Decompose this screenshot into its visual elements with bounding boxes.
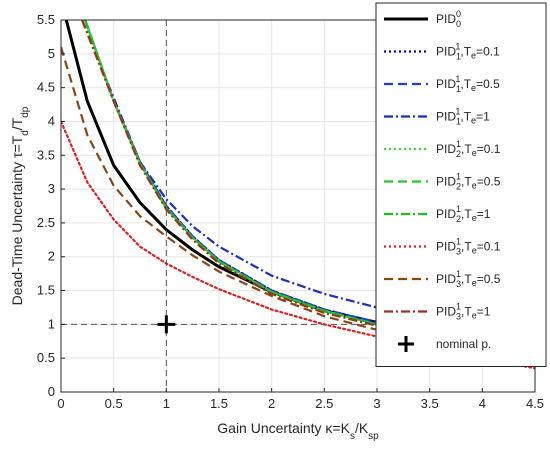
y-tick-label: 4: [48, 113, 55, 128]
y-tick-label: 3.5: [37, 147, 55, 162]
x-axis-label: Gain Uncertainty κ=Ks/Ksp: [217, 420, 379, 442]
x-tick-label: 0: [57, 396, 64, 411]
y-axis-label: Dead-Time Uncertainty τ=Td/Tdp: [9, 106, 31, 305]
legend-entry-7: PID31,Te=0.1: [436, 237, 501, 257]
x-tick-label: 4.5: [526, 396, 544, 411]
y-tick-label: 2.5: [37, 215, 55, 230]
legend-entry-4: PID21,Te=0.1: [436, 139, 501, 159]
y-axis-ticks: 0 0.5 1 1.5 2 2.5 3 3.5 4 4.5 5 5.5: [37, 12, 65, 399]
y-tick-label: 3: [48, 181, 55, 196]
legend-box: [375, 2, 547, 367]
legend-entry-5: PID21,Te=0.5: [436, 172, 501, 192]
y-tick-label: 2: [48, 249, 55, 264]
legend-entry-nominal: nominal p.: [436, 337, 491, 351]
y-tick-label: 0: [48, 384, 55, 399]
x-tick-label: 0.5: [105, 396, 123, 411]
nominal-point-marker: [157, 315, 176, 334]
y-tick-label: 1.5: [37, 283, 55, 298]
y-tick-label: 5.5: [37, 12, 55, 27]
x-axis-ticks: 0 0.5 1 1.5 2 2.5 3 3.5 4 4.5: [57, 388, 544, 411]
x-tick-label: 1: [163, 396, 170, 411]
legend-entry-0: PID00: [436, 9, 461, 29]
x-tick-label: 3: [373, 396, 380, 411]
legend-entry-6: PID21,Te=1: [436, 204, 491, 224]
y-tick-label: 5: [48, 46, 55, 61]
x-tick-label: 2: [268, 396, 275, 411]
x-tick-label: 2.5: [315, 396, 333, 411]
y-tick-label: 1: [48, 316, 55, 331]
x-tick-label: 1.5: [210, 396, 228, 411]
legend: PID00 PID11,Te=0.1 PID11,Te=0.5 PID11,Te=1 P…: [375, 2, 547, 367]
legend-entry-3: PID11,Te=1: [436, 107, 490, 127]
x-tick-label: 3.5: [421, 396, 439, 411]
series-line-7: [61, 120, 535, 370]
y-tick-label: 4.5: [37, 80, 55, 95]
y-tick-label: 0.5: [37, 350, 55, 365]
legend-entry-2: PID11,Te=0.5: [436, 74, 500, 94]
legend-entry-8: PID31,Te=0.5: [436, 269, 501, 289]
legend-entry-1: PID11,Te=0.1: [436, 42, 500, 62]
legend-entry-9: PID31,Te=1: [436, 302, 491, 322]
x-tick-label: 4: [479, 396, 486, 411]
